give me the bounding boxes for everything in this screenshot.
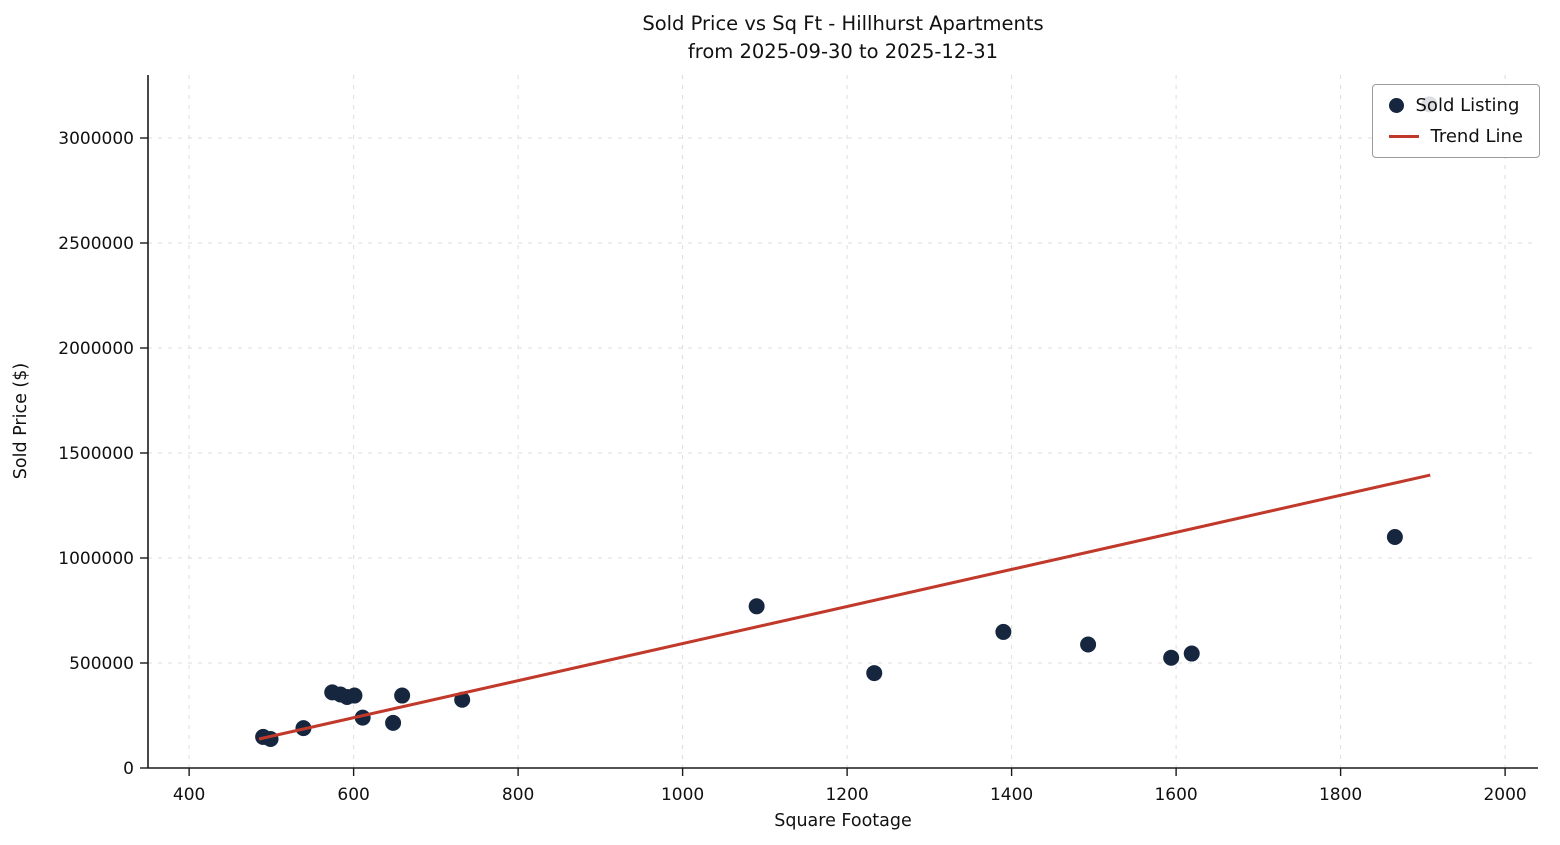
legend-entry-sold-listing: Sold Listing (1388, 95, 1524, 116)
axes-layer (147, 75, 1538, 769)
sold-listing-point (866, 665, 883, 682)
y-tick-label: 2500000 (58, 234, 134, 254)
gridlines (148, 75, 1538, 769)
y-tick-label: 3000000 (58, 129, 134, 149)
y-tick-label: 500000 (69, 654, 134, 674)
chart-title-line1: Sold Price vs Sq Ft - Hillhurst Apartmen… (642, 12, 1044, 35)
chart-title: Sold Price vs Sq Ft - Hillhurst Apartmen… (148, 10, 1538, 67)
x-tick-label: 1000 (661, 785, 704, 805)
sold-listing-point (454, 691, 471, 708)
x-tick-label: 600 (337, 785, 369, 805)
legend-label-trend-line: Trend Line (1430, 126, 1524, 147)
trend-line (258, 473, 1431, 741)
trend-line-swatch-icon (1388, 135, 1419, 138)
y-tick-label: 1500000 (58, 444, 134, 464)
sold-listing-point (748, 598, 765, 615)
sold-listing-point (1183, 645, 1200, 662)
data-points-layer (255, 96, 1438, 748)
x-tick-label: 1200 (825, 785, 868, 805)
x-tick-label: 400 (173, 785, 205, 805)
sold-listing-point (346, 687, 363, 704)
legend-label-sold-listing: Sold Listing (1415, 95, 1520, 116)
x-tick-label: 2000 (1483, 785, 1526, 805)
sold-listing-point (385, 714, 402, 731)
chart-title-line2: from 2025-09-30 to 2025-12-31 (687, 40, 999, 64)
y-tick-label: 1000000 (58, 549, 134, 569)
y-axis-label: Sold Price ($) (11, 363, 31, 479)
x-tick-label: 1600 (1154, 785, 1197, 805)
legend: Sold Listing Trend Line (1371, 84, 1540, 158)
y-tick-label: 2000000 (58, 339, 134, 359)
sold-listing-point (394, 687, 411, 704)
x-axis-label: Square Footage (774, 811, 912, 831)
y-tick-label: 0 (123, 759, 134, 779)
x-tick-label: 800 (502, 785, 534, 805)
sold-listing-point (1080, 636, 1097, 653)
sold-listing-point (1386, 529, 1403, 545)
x-tick-label: 1800 (1319, 785, 1362, 805)
tick-layer: 400 600 800 1000 1200 1400 1600 1800 2000 0 500000… (58, 129, 1526, 805)
sold-listing-point (995, 623, 1012, 640)
sold-listing-point (1163, 649, 1180, 666)
x-tick-label: 1400 (990, 785, 1033, 805)
legend-entry-trend-line: Trend Line (1388, 126, 1524, 147)
sold-listing-marker-icon (1388, 98, 1404, 113)
